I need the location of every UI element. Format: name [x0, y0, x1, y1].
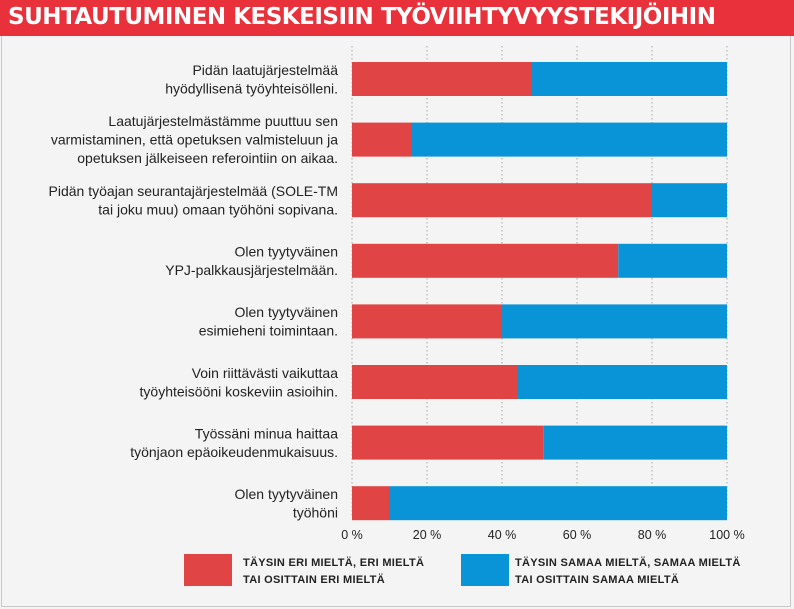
legend-swatch-agree [461, 554, 509, 586]
x-tick-label-4: 80 % [638, 528, 667, 542]
bar-disagree-3 [352, 243, 619, 278]
x-tick-label-3: 60 % [563, 528, 592, 542]
x-tick-label-1: 20 % [413, 528, 442, 542]
category-label-3-1: YPJ-palkkausjärjestelmään. [165, 262, 338, 278]
bar-agree-0 [532, 62, 727, 96]
bar-agree-6 [543, 425, 727, 460]
category-label-1-0: Laatujärjestelmästämme puuttuu sen [108, 113, 338, 129]
bar-disagree-5 [352, 365, 517, 399]
category-label-7-1: työhöni [293, 504, 338, 520]
category-label-2-1: tai joku muu) omaan työhöni sopivana. [98, 201, 338, 217]
category-label-1-2: opetuksen jälkeiseen referointiin on aik… [77, 150, 338, 166]
chart-title: SUHTAUTUMINEN KESKEISIIN TYÖVIIHTYVYYSTE… [8, 4, 716, 30]
legend-label-disagree: TÄYSIN ERI MIELTÄ, ERI MIELTÄ TAI OSITTA… [243, 555, 424, 589]
bar-disagree-4 [352, 304, 502, 339]
category-label-4-0: Olen tyytyväinen [235, 304, 339, 320]
bar-disagree-6 [352, 425, 544, 460]
category-label-3-0: Olen tyytyväinen [235, 244, 339, 260]
category-label-6-1: työnjaon epäoikeudenmukaisuus. [130, 444, 338, 460]
bar-agree-7 [389, 486, 727, 521]
bar-agree-3 [618, 243, 727, 278]
bar-disagree-0 [352, 62, 532, 96]
category-label-2-0: Pidän työajan seurantajärjestelmää (SOLE… [49, 183, 338, 199]
bar-agree-5 [517, 365, 727, 399]
title-bar: SUHTAUTUMINEN KESKEISIIN TYÖVIIHTYVYYSTE… [0, 0, 794, 36]
category-label-7-0: Olen tyytyväinen [235, 486, 339, 502]
bar-disagree-1 [352, 122, 412, 157]
x-tick-label-2: 40 % [488, 528, 517, 542]
bar-agree-2 [652, 183, 727, 218]
bar-agree-1 [412, 122, 727, 157]
legend-swatch-disagree [184, 554, 232, 586]
category-label-5-0: Voin riittävästi vaikuttaa [192, 365, 339, 381]
bar-agree-4 [502, 304, 727, 339]
category-label-5-1: työyhteisööni koskeviin asioihin. [140, 383, 338, 399]
x-tick-label-5: 100 % [709, 528, 744, 542]
legend-disagree-line1: TÄYSIN ERI MIELTÄ, ERI MIELTÄ [243, 557, 425, 569]
chart-frame [1, 36, 791, 607]
legend-agree-line1: TÄYSIN SAMAA MIELTÄ, SAMAA MIELTÄ [515, 557, 741, 569]
legend-agree-line2: TAI OSITTAIN SAMAA MIELTÄ [515, 574, 680, 586]
legend-label-agree: TÄYSIN SAMAA MIELTÄ, SAMAA MIELTÄ TAI OS… [515, 555, 741, 589]
bar-disagree-7 [352, 486, 390, 521]
bar-disagree-2 [352, 183, 652, 218]
x-tick-label-0: 0 % [341, 528, 363, 542]
category-label-6-0: Työssäni minua haittaa [195, 425, 338, 441]
legend-disagree-line2: TAI OSITTAIN ERI MIELTÄ [243, 574, 385, 586]
category-label-0-1: hyödyllisenä työyhteisölleni. [165, 80, 338, 96]
category-label-4-1: esimieheni toimintaan. [199, 323, 338, 339]
category-label-0-0: Pidän laatujärjestelmää [192, 62, 338, 78]
category-label-1-1: varmistaminen, että opetuksen valmistelu… [51, 132, 338, 148]
